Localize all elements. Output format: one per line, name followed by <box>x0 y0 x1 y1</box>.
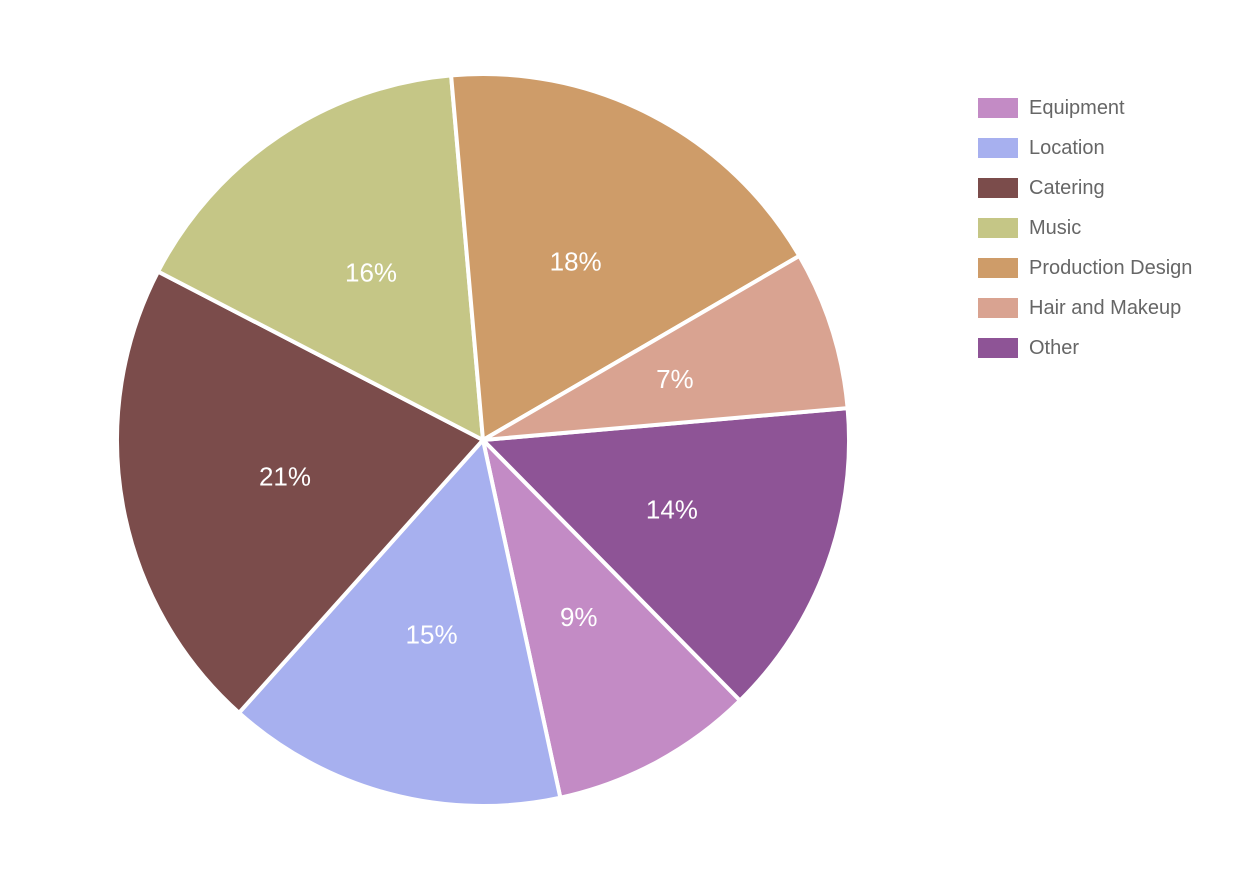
pie-slice-equipment[interactable] <box>481 438 742 800</box>
pie-slice-production-design[interactable] <box>449 72 802 442</box>
legend-item-other[interactable]: Other <box>978 328 1192 368</box>
pie-slices <box>115 72 851 808</box>
legend-label-production-design: Production Design <box>1029 256 1193 279</box>
legend-item-production-design[interactable]: Production Design <box>978 248 1192 288</box>
legend-item-music[interactable]: Music <box>978 208 1192 248</box>
legend-item-location[interactable]: Location <box>978 128 1192 168</box>
legend-swatch-catering <box>978 178 1018 198</box>
slice-label-music: 16% <box>345 258 397 288</box>
legend-label-music: Music <box>1029 216 1082 239</box>
legend-swatch-other <box>978 338 1018 358</box>
legend-swatch-production-design <box>978 258 1018 278</box>
pie-slice-location[interactable] <box>237 438 563 808</box>
pie-slice-music[interactable] <box>156 73 485 442</box>
legend-item-catering[interactable]: Catering <box>978 168 1192 208</box>
pie-slice-labels: 14% 9% 15% 21% 16% 18% 7% <box>259 246 698 649</box>
slice-label-other: 14% <box>646 495 698 525</box>
slice-label-production-design: 18% <box>550 246 602 276</box>
pie-slice-hair-and-makeup[interactable] <box>481 253 850 442</box>
legend-label-hair-and-makeup: Hair and Makeup <box>1029 296 1182 319</box>
slice-label-location: 15% <box>406 620 458 650</box>
legend-item-hair-and-makeup[interactable]: Hair and Makeup <box>978 288 1192 328</box>
slice-label-equipment: 9% <box>560 602 598 632</box>
legend-label-other: Other <box>1029 336 1080 359</box>
legend-label-location: Location <box>1029 136 1105 159</box>
pie-slice-other[interactable] <box>481 406 851 703</box>
legend-label-equipment: Equipment <box>1029 96 1125 119</box>
legend-swatch-music <box>978 218 1018 238</box>
legend-label-catering: Catering <box>1029 176 1105 199</box>
slice-label-hair-and-makeup: 7% <box>656 364 694 394</box>
legend-swatch-hair-and-makeup <box>978 298 1018 318</box>
legend-swatch-location <box>978 138 1018 158</box>
pie-slice-catering[interactable] <box>115 269 485 715</box>
chart-legend: Equipment Location Catering Music Production… <box>978 88 1192 368</box>
legend-item-equipment[interactable]: Equipment <box>978 88 1192 128</box>
slice-label-catering: 21% <box>259 461 311 491</box>
legend-swatch-equipment <box>978 98 1018 118</box>
